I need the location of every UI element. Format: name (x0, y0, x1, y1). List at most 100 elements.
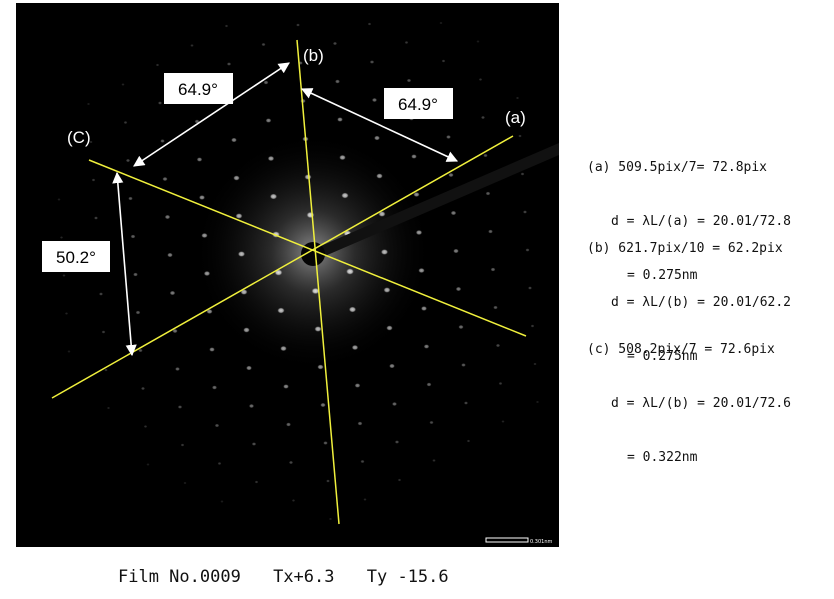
tilt-x: Tx+6.3 (273, 567, 335, 587)
diffraction-spot (206, 309, 213, 314)
diffraction-spot (94, 216, 98, 220)
diffraction-spot (306, 211, 315, 219)
angle-label-2: 64.9° (398, 95, 438, 114)
diffraction-spot (341, 192, 349, 199)
diffraction-spot (177, 405, 183, 409)
tilt-y: Ty -15.6 (366, 567, 449, 587)
diffraction-spot (483, 153, 488, 158)
diffraction-spot (104, 368, 108, 372)
diffraction-spot (380, 249, 389, 255)
diffraction-spot (89, 140, 93, 144)
diffraction-spot (490, 267, 496, 272)
diffraction-spot (133, 272, 138, 277)
calculation-b: (b) 621.7pix/10 = 62.2pix d = λL/(b) = 2… (587, 204, 791, 384)
diffraction-spot (263, 80, 269, 85)
diffraction-spot (146, 463, 150, 466)
diffraction-spot (135, 310, 141, 315)
diffraction-spot (86, 102, 91, 106)
angle-arrow-left (112, 171, 137, 357)
diffraction-spot (337, 117, 343, 122)
diffraction-spot (360, 459, 365, 464)
calc-a-line1: (a) 509.5pix/7= 72.8pix (587, 160, 768, 175)
diffraction-spot (458, 324, 464, 330)
diffraction-spot (59, 236, 64, 239)
diffraction-spot (463, 401, 469, 405)
diffraction-spot (128, 196, 133, 201)
diffraction-spot (348, 306, 357, 313)
diffraction-spot (439, 21, 443, 25)
diffraction-spot (155, 63, 160, 67)
diffraction-spot (160, 139, 165, 143)
diffraction-spot (448, 172, 454, 178)
calc-a-line2: d = λL/(a) = 20.01/72.8 (611, 214, 792, 229)
diffraction-spot (226, 62, 232, 66)
diffraction-spot (246, 365, 252, 371)
diffraction-spot (220, 500, 224, 503)
angle-label-box-2 (384, 88, 453, 119)
diffraction-spot (217, 462, 222, 465)
angle-label-1: 64.9° (178, 80, 218, 99)
diffraction-spot (426, 382, 432, 387)
diffraction-spot (423, 344, 430, 349)
diffraction-spot (141, 386, 145, 391)
diffraction-spot (476, 40, 480, 43)
diffraction-spot (314, 326, 322, 332)
diffraction-spot (533, 362, 537, 366)
diffraction-spot (420, 306, 428, 311)
diffraction-spot (224, 24, 229, 28)
diffraction-spot (404, 41, 409, 44)
diffraction-spot (339, 154, 346, 161)
diffraction-spot (520, 172, 525, 176)
angle-label-3: 50.2° (56, 248, 96, 267)
diffraction-spot (196, 157, 203, 162)
angle-arrow-top-left (133, 62, 290, 167)
diffraction-spot (371, 97, 378, 103)
calc-a-line3: = 0.275nm (627, 268, 698, 283)
diffraction-spot (530, 324, 535, 328)
diffraction-spot (286, 422, 291, 427)
diffraction-spot (394, 440, 400, 444)
diffraction-spot (269, 193, 278, 200)
diffraction-spot (411, 154, 417, 159)
diffraction-spot (180, 443, 185, 447)
diffraction-spot (201, 232, 208, 239)
diffraction-spot (335, 79, 340, 84)
diffraction-spot (62, 274, 66, 277)
diffraction-spot (453, 248, 459, 254)
diffraction-spot (277, 307, 285, 314)
diffraction-spot (466, 439, 471, 443)
scale-bar (485, 537, 529, 543)
calc-b-line2: d = λL/(b) = 20.01/62.2 (611, 295, 792, 310)
diffraction-spot (535, 400, 540, 404)
calc-c-line3: = 0.322nm (627, 450, 698, 465)
diffraction-spot (413, 192, 420, 197)
line-c (88, 159, 527, 337)
diffraction-spot (254, 480, 259, 484)
diffraction-spot (251, 442, 257, 446)
diffraction-spot (296, 23, 300, 27)
diffraction-spot (248, 403, 255, 409)
diffraction-spot (162, 176, 168, 182)
diffraction-spot (233, 175, 240, 181)
diffraction-spot (67, 350, 71, 353)
diffraction-spot (106, 406, 111, 410)
diffraction-spot (376, 173, 383, 179)
diffraction-spot (267, 155, 275, 162)
diffraction-spot (99, 292, 103, 296)
angle-label-box-3 (42, 241, 110, 272)
diffraction-spot (397, 478, 402, 482)
diffraction-spot (283, 384, 289, 389)
calculation-a: (a) 509.5pix/7= 72.8pix d = λL/(a) = 20.… (587, 123, 791, 303)
diffraction-spot (101, 330, 106, 334)
diffraction-spot (446, 135, 451, 139)
diffraction-spot (64, 312, 69, 315)
diffraction-spot (485, 191, 491, 196)
diffraction-pattern: 64.9° 64.9° 50.2° (b) (a) (C) 0.301nm (16, 3, 559, 547)
diffraction-spot (432, 459, 436, 462)
diffraction-spot (231, 137, 237, 143)
film-caption: Film No.0009 Tx+6.3 Ty -15.6 (118, 567, 471, 587)
diffraction-spot (203, 270, 211, 277)
diffraction-spot (346, 268, 354, 275)
diffraction-spot (488, 229, 493, 234)
beam-stop-arm (316, 143, 559, 259)
